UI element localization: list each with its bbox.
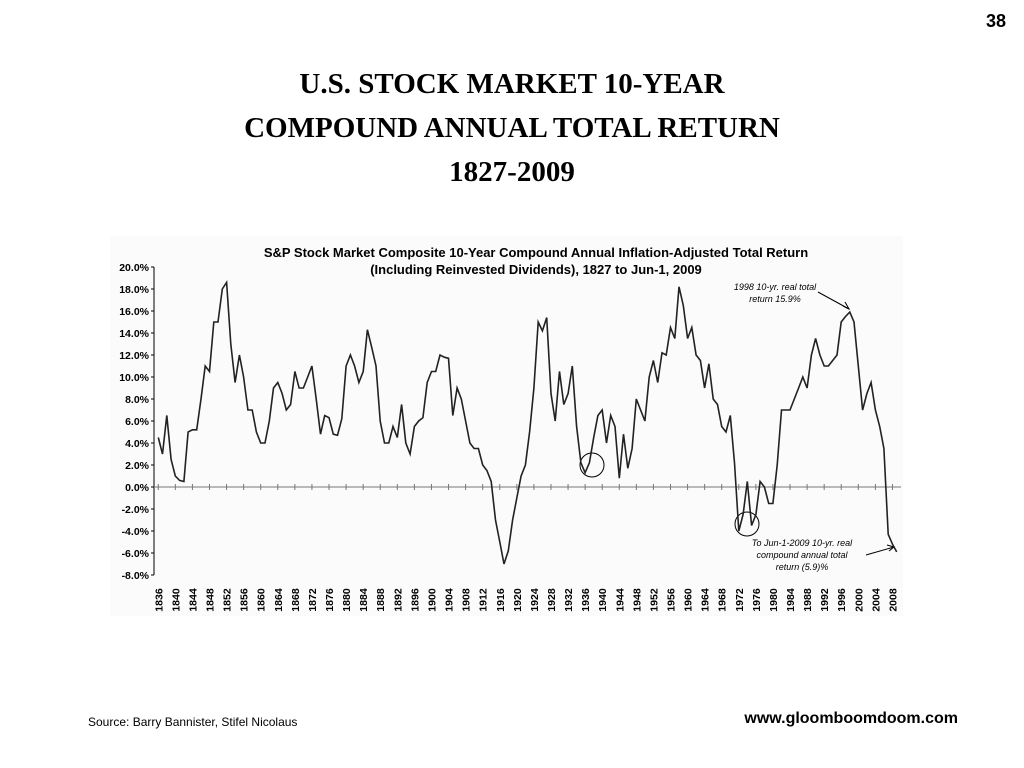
x-tick-label: 1980	[768, 588, 780, 612]
slide-title: U.S. STOCK MARKET 10-YEAR	[299, 68, 725, 100]
page-number: 38	[986, 11, 1006, 31]
x-tick-label: 1904	[444, 588, 456, 612]
y-tick-label: 12.0%	[119, 350, 149, 362]
data-line	[157, 279, 898, 565]
arrow-head	[842, 301, 851, 311]
x-tick-label: 1836	[153, 588, 165, 612]
x-tick-label: 1884	[358, 588, 370, 612]
x-tick-label: 1976	[751, 588, 763, 612]
x-tick-label: 1996	[836, 588, 848, 612]
x-tick-label: 1864	[273, 588, 285, 612]
y-tick-label: 0.0%	[125, 482, 150, 494]
x-tick-label: 2008	[887, 588, 899, 612]
x-tick-label: 1916	[495, 588, 507, 612]
x-tick-label: 1876	[324, 588, 336, 612]
x-tick-label: 1880	[341, 588, 353, 612]
x-tick-label: 1844	[187, 588, 199, 612]
x-tick-label: 1932	[563, 588, 575, 612]
highlight-circle	[734, 511, 760, 537]
x-tick-label: 1868	[290, 588, 302, 612]
y-tick-label: -2.0%	[122, 504, 150, 516]
y-tick-label: 16.0%	[119, 306, 149, 318]
y-tick-label: -8.0%	[122, 570, 150, 582]
y-tick-label: 4.0%	[125, 438, 150, 450]
x-tick-label: 1956	[665, 588, 677, 612]
x-tick-label: 1992	[819, 588, 831, 612]
x-tick-label: 1940	[597, 588, 609, 612]
x-tick-label: 1988	[802, 588, 814, 612]
chart-background	[110, 236, 903, 616]
x-tick-label: 2004	[870, 588, 882, 612]
y-tick-label: 20.0%	[119, 262, 149, 274]
x-tick-label: 1900	[426, 588, 438, 612]
x-tick-label: 1852	[222, 588, 234, 612]
x-tick-label: 1872	[307, 588, 319, 612]
x-tick-label: 1928	[546, 588, 558, 612]
slide-title: COMPOUND ANNUAL TOTAL RETURN	[244, 112, 780, 144]
highlight-circle	[579, 452, 605, 478]
annotation: To Jun-1-2009 10-yr. real	[752, 538, 853, 548]
x-tick-label: 1848	[204, 588, 216, 612]
y-tick-label: 2.0%	[125, 460, 150, 472]
x-tick-label: 1912	[478, 588, 490, 612]
annotation: compound annual total	[756, 550, 848, 560]
slide-title: 1827-2009	[449, 156, 575, 188]
y-tick-label: 8.0%	[125, 394, 150, 406]
x-tick-label: 1968	[717, 588, 729, 612]
x-tick-label: 1944	[614, 588, 626, 612]
x-tick-label: 1920	[512, 588, 524, 612]
x-tick-label: 1896	[409, 588, 421, 612]
y-tick-label: 10.0%	[119, 372, 149, 384]
website: www.gloomboomdoom.com	[743, 710, 958, 727]
x-tick-label: 1908	[461, 588, 473, 612]
x-tick-label: 1936	[580, 588, 592, 612]
x-tick-label: 1860	[256, 588, 268, 612]
y-tick-label: 6.0%	[125, 416, 150, 428]
annotation: return (5.9)%	[776, 562, 829, 572]
y-tick-label: 14.0%	[119, 328, 149, 340]
annotation: 1998 10-yr. real total	[734, 282, 817, 292]
y-tick-label: 18.0%	[119, 284, 149, 296]
x-tick-label: 1892	[392, 588, 404, 612]
y-tick-label: -4.0%	[122, 526, 150, 538]
annotation: return 15.9%	[749, 294, 801, 304]
x-tick-label: 1972	[734, 588, 746, 612]
x-tick-label: 1924	[529, 588, 541, 612]
annotation-arrow	[865, 546, 895, 556]
y-tick-label: -6.0%	[122, 548, 150, 560]
source: Source: Barry Bannister, Stifel Nicolaus	[88, 715, 297, 729]
x-tick-label: 1856	[239, 588, 251, 612]
x-tick-label: 1888	[375, 588, 387, 612]
x-tick-label: 1964	[700, 588, 712, 612]
chart-subtitle: (Including Reinvested Dividends), 1827 t…	[370, 262, 702, 277]
x-tick-label: 1984	[785, 588, 797, 612]
x-tick-label: 1840	[170, 588, 182, 612]
x-tick-label: 2000	[853, 588, 865, 612]
x-tick-label: 1948	[631, 588, 643, 612]
chart-title: S&P Stock Market Composite 10-Year Compo…	[264, 245, 808, 260]
x-tick-label: 1960	[683, 588, 695, 612]
x-tick-label: 1952	[648, 588, 660, 612]
